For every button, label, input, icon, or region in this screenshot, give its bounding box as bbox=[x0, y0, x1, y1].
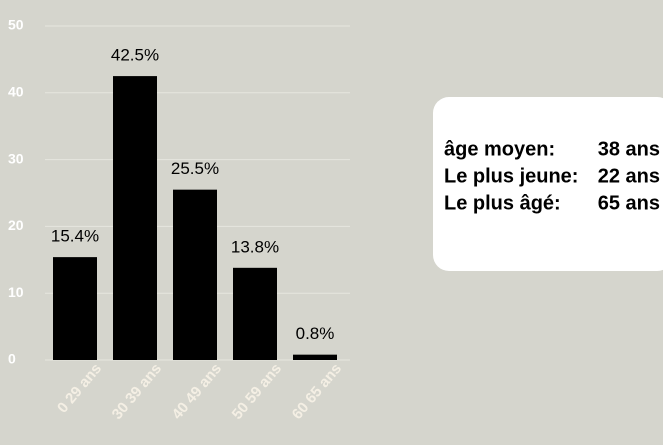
info-value: 65 ans bbox=[598, 192, 660, 214]
bar bbox=[113, 76, 157, 360]
bar bbox=[233, 267, 277, 360]
y-tick-label: 30 bbox=[8, 150, 24, 166]
info-value: 22 ans bbox=[598, 165, 660, 187]
info-value: 38 ans bbox=[598, 138, 660, 160]
y-tick-label: 0 bbox=[8, 351, 16, 367]
info-label: âge moyen: bbox=[444, 138, 555, 160]
y-tick-label: 20 bbox=[8, 217, 24, 233]
y-tick-label: 10 bbox=[8, 284, 24, 300]
bar bbox=[173, 189, 217, 360]
info-box bbox=[433, 97, 663, 271]
info-label: Le plus jeune: bbox=[444, 165, 578, 187]
value-label: 13.8% bbox=[231, 237, 279, 256]
bar bbox=[293, 354, 337, 360]
value-label: 25.5% bbox=[171, 159, 219, 178]
y-tick-label: 40 bbox=[8, 84, 24, 100]
value-label: 42.5% bbox=[111, 46, 159, 65]
info-label: Le plus âgé: bbox=[444, 192, 561, 214]
value-label: 15.4% bbox=[51, 227, 99, 246]
value-label: 0.8% bbox=[296, 324, 335, 343]
y-tick-label: 50 bbox=[8, 17, 24, 33]
bar bbox=[53, 257, 97, 360]
